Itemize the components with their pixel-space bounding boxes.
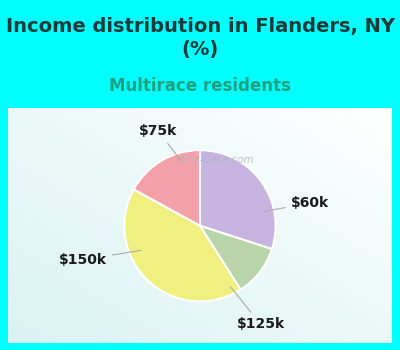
Wedge shape	[124, 189, 240, 301]
FancyBboxPatch shape	[0, 104, 400, 348]
Wedge shape	[200, 150, 276, 249]
Text: $60k: $60k	[263, 196, 329, 212]
Wedge shape	[134, 150, 200, 226]
Text: $75k: $75k	[139, 124, 182, 161]
Text: Multirace residents: Multirace residents	[109, 77, 291, 95]
Text: Income distribution in Flanders, NY
(%): Income distribution in Flanders, NY (%)	[6, 17, 394, 59]
Text: City-Data.com: City-Data.com	[172, 155, 253, 165]
Text: $125k: $125k	[230, 287, 284, 331]
Text: $150k: $150k	[59, 250, 140, 267]
Wedge shape	[200, 226, 272, 289]
